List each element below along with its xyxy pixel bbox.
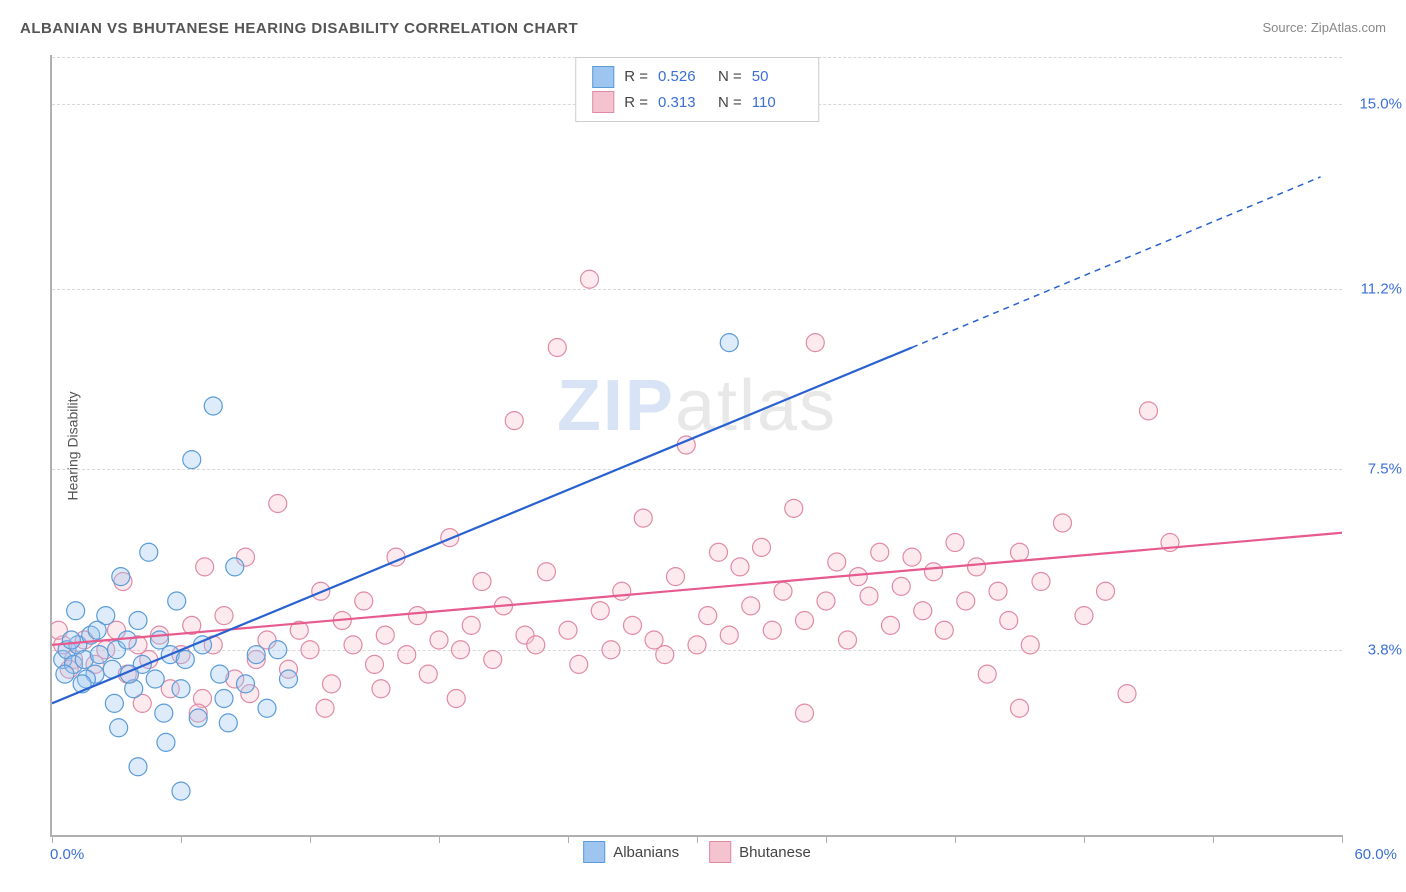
source-label: Source: ZipAtlas.com	[1262, 20, 1386, 35]
x-tick	[1342, 835, 1343, 843]
swatch-bhutanese-icon	[709, 841, 731, 863]
swatch-albanians	[592, 66, 614, 88]
chart-container: ALBANIAN VS BHUTANESE HEARING DISABILITY…	[0, 0, 1406, 892]
swatch-bhutanese	[592, 91, 614, 113]
series-legend: Albanians Bhutanese	[583, 841, 811, 863]
x-tick	[310, 835, 311, 843]
legend-item-albanians: Albanians	[583, 841, 679, 863]
x-tick	[181, 835, 182, 843]
chart-title: ALBANIAN VS BHUTANESE HEARING DISABILITY…	[20, 20, 578, 37]
x-tick	[955, 835, 956, 843]
legend-row-bhutanese: R = 0.313 N = 110	[592, 90, 802, 116]
legend-row-albanians: R = 0.526 N = 50	[592, 64, 802, 90]
x-tick	[52, 835, 53, 843]
x-tick	[1213, 835, 1214, 843]
x-tick	[826, 835, 827, 843]
y-tick-label: 11.2%	[1347, 281, 1402, 298]
x-tick	[1084, 835, 1085, 843]
legend-item-bhutanese: Bhutanese	[709, 841, 811, 863]
swatch-albanians-icon	[583, 841, 605, 863]
x-tick	[568, 835, 569, 843]
plot-area: ZIPatlas R = 0.526 N = 50 R = 0.313 N = …	[50, 55, 1342, 837]
y-tick-label: 15.0%	[1347, 95, 1402, 112]
scatter-svg	[52, 55, 1342, 835]
x-tick	[697, 835, 698, 843]
x-tick	[439, 835, 440, 843]
correlation-legend: R = 0.526 N = 50 R = 0.313 N = 110	[575, 57, 819, 122]
x-axis-end-label: 60.0%	[1354, 846, 1397, 863]
x-axis-start-label: 0.0%	[50, 846, 84, 863]
y-tick-label: 7.5%	[1347, 461, 1402, 478]
y-tick-label: 3.8%	[1347, 641, 1402, 658]
